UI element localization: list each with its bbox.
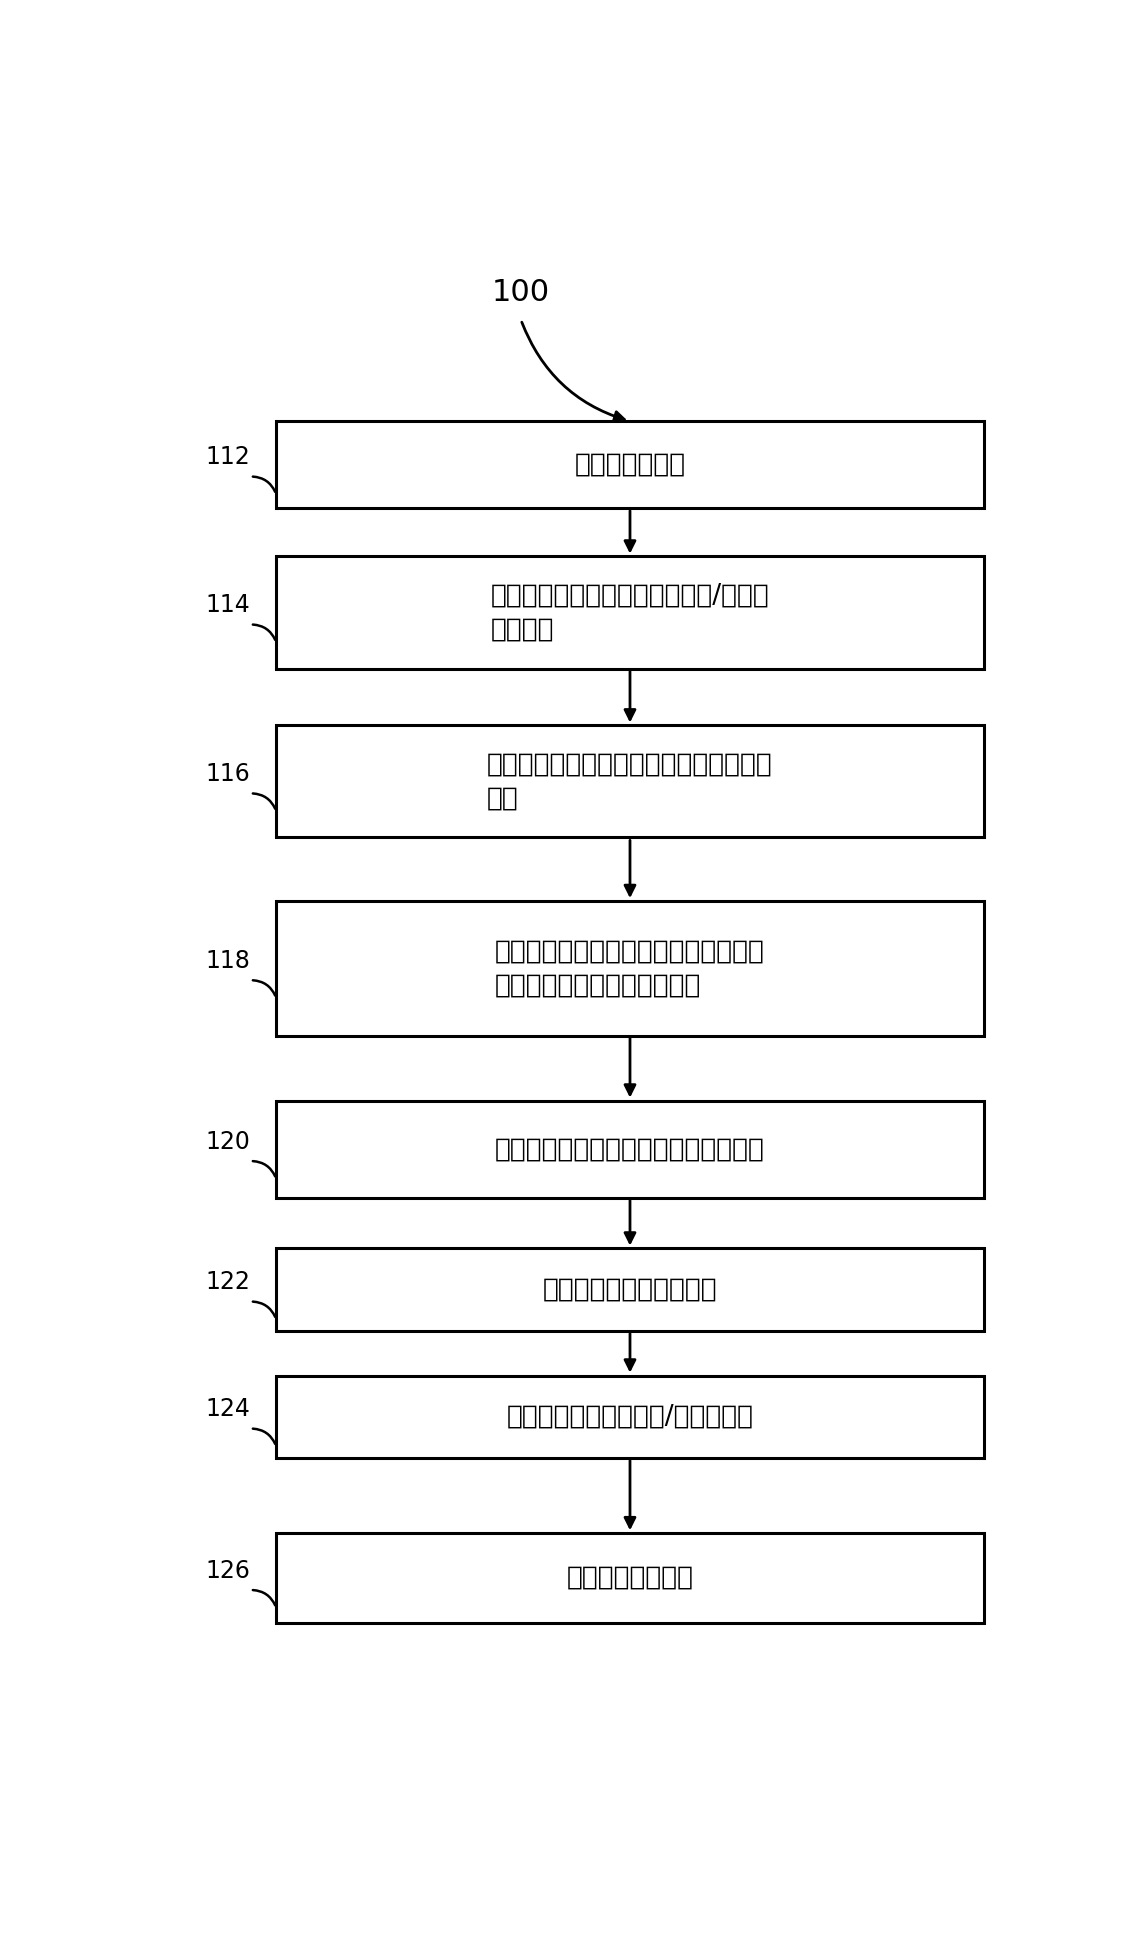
Text: 112: 112: [206, 444, 250, 470]
Text: 126: 126: [206, 1559, 250, 1582]
Text: 将管芯附接到每个引线框架的相应位置: 将管芯附接到每个引线框架的相应位置: [495, 1135, 765, 1163]
Text: 从导电材料片形成单独的（松散的）导体
结构: 从导电材料片形成单独的（松散的）导体 结构: [487, 751, 773, 811]
Text: 100: 100: [491, 278, 550, 307]
Bar: [276, 1248, 984, 1332]
Bar: [276, 1101, 984, 1198]
Bar: [276, 1533, 984, 1623]
Text: 124: 124: [206, 1398, 250, 1421]
Bar: [276, 901, 984, 1035]
Bar: [276, 726, 984, 837]
Text: 将导体结构以预定配置布置在引线框架
载体上，以形成多个引线框架: 将导体结构以预定配置布置在引线框架 载体上，以形成多个引线框架: [495, 938, 765, 998]
Bar: [276, 421, 984, 509]
Text: 118: 118: [206, 949, 250, 972]
Text: 122: 122: [206, 1269, 250, 1295]
Text: 可选的：对片进行阔、粗糙化和/或化学
表面处理: 可选的：对片进行阔、粗糙化和/或化学 表面处理: [490, 582, 770, 642]
Text: 形成管芯的模制结构和/或导体结构: 形成管芯的模制结构和/或导体结构: [506, 1403, 754, 1431]
Text: 116: 116: [206, 763, 250, 786]
Text: 将管芯封装单个化: 将管芯封装单个化: [567, 1564, 693, 1592]
Bar: [276, 1376, 984, 1458]
Text: 120: 120: [206, 1130, 250, 1153]
Text: 114: 114: [206, 594, 250, 617]
Text: 获得导电材料片: 获得导电材料片: [575, 452, 685, 477]
Bar: [276, 557, 984, 668]
Text: 将管芯线键合到相邻引线: 将管芯线键合到相邻引线: [543, 1277, 717, 1302]
